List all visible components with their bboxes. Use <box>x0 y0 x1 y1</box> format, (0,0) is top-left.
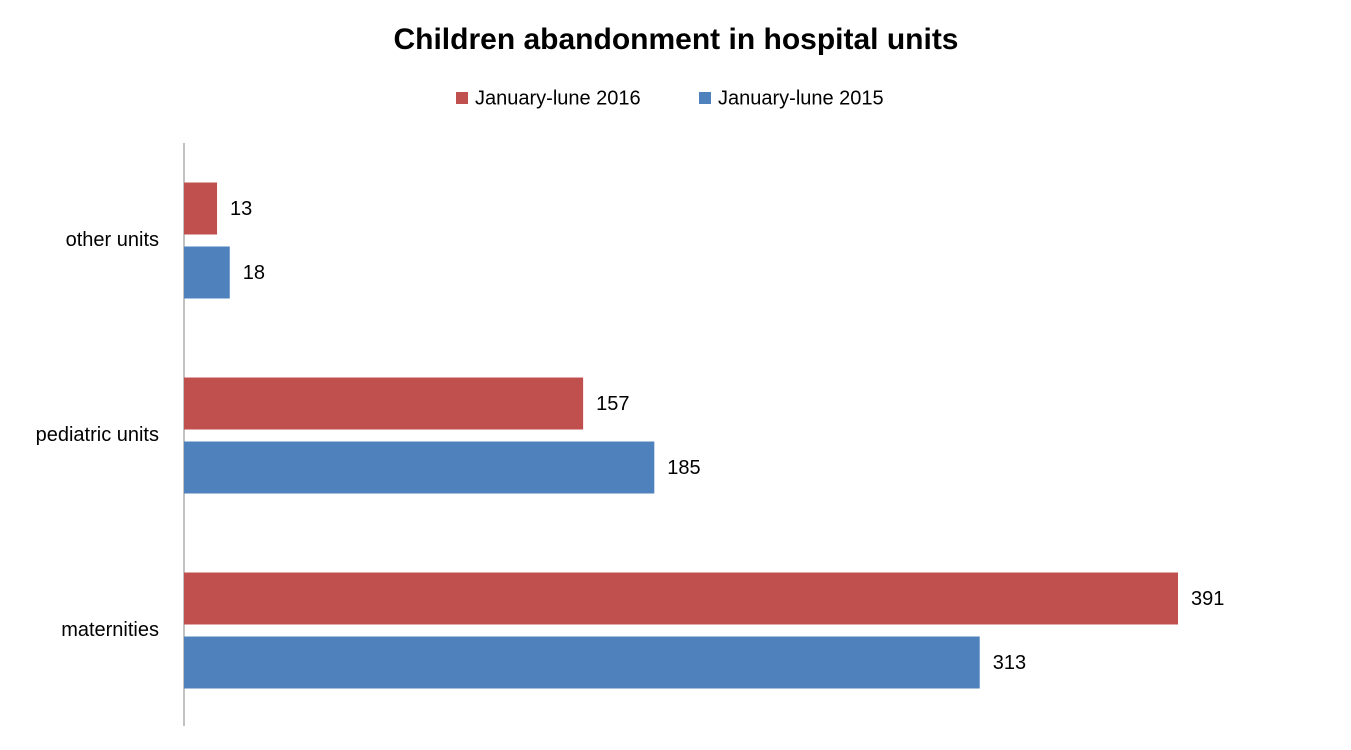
data-label: 18 <box>243 262 265 284</box>
legend-label: January-lune 2015 <box>718 87 884 109</box>
data-label: 185 <box>667 457 700 479</box>
data-label: 313 <box>993 652 1026 674</box>
bar <box>184 636 980 689</box>
bar <box>184 572 1179 625</box>
data-label: 391 <box>1191 588 1224 610</box>
bar <box>184 246 230 299</box>
data-label: 13 <box>230 198 252 220</box>
bar <box>184 441 655 494</box>
bar <box>184 377 584 430</box>
y-tick-label: pediatric units <box>36 424 159 446</box>
legend-label: January-lune 2016 <box>475 87 641 109</box>
legend-swatch <box>456 92 468 104</box>
y-tick-label: other units <box>66 229 159 251</box>
bar <box>184 182 218 235</box>
legend-swatch <box>699 92 711 104</box>
data-label: 157 <box>596 393 629 415</box>
y-tick-label: maternities <box>61 619 159 641</box>
chart-title: Children abandonment in hospital units <box>393 23 958 56</box>
